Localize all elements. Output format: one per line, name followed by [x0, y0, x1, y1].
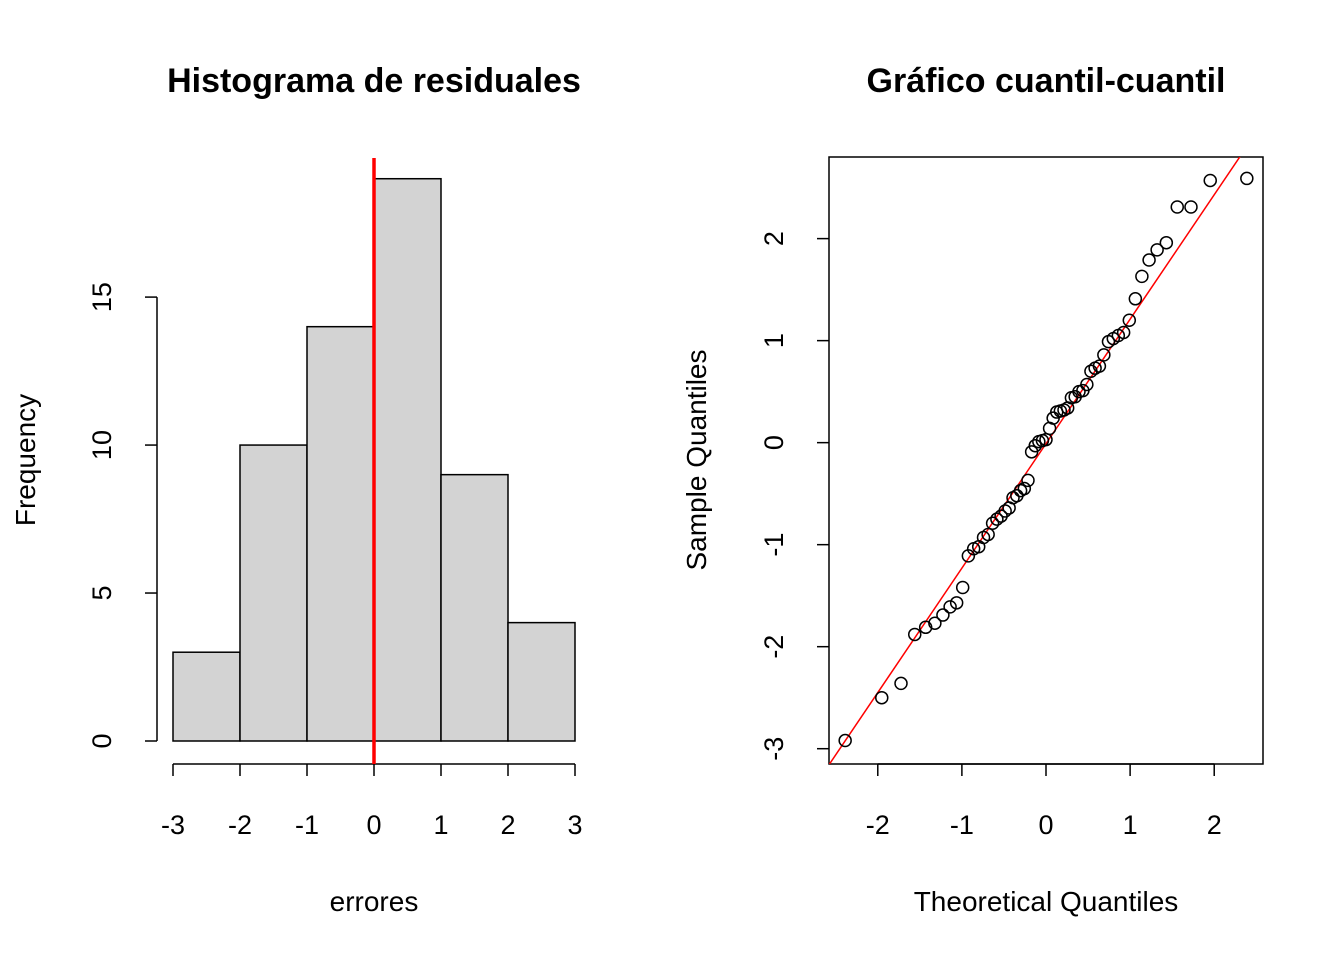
- qq-point: [1122, 313, 1137, 327]
- qq-point: [990, 512, 1004, 526]
- qq-point: [1142, 253, 1156, 267]
- qq-plot: -2 -1 0 1 2 -3 -2 -1 0 1 2: [759, 156, 1264, 840]
- x-tick-label: 3: [567, 810, 582, 840]
- qq-point: [928, 616, 942, 630]
- qq-point: [1150, 243, 1164, 257]
- qq-point: [838, 733, 852, 748]
- qq-ylabel: Sample Quantiles: [681, 349, 712, 570]
- qq-point: [1028, 438, 1043, 453]
- qq-point: [918, 620, 933, 635]
- histogram-plot: -3 -2 -1 0 1 2 3 0 5 10 15: [87, 158, 583, 840]
- x-tick-label: 1: [433, 810, 448, 840]
- qq-point: [1135, 269, 1149, 284]
- y-tick-label: 0: [759, 435, 789, 450]
- y-tick-label: 15: [87, 282, 117, 312]
- histogram-bar: [373, 177, 442, 742]
- histogram-bar: [172, 651, 241, 742]
- hist-ylabel: Frequency: [10, 394, 41, 526]
- x-tick-label: 2: [1207, 810, 1222, 840]
- histogram-bar: [239, 444, 308, 742]
- x-tick-label: -2: [228, 810, 252, 840]
- qq-point: [1170, 200, 1185, 214]
- y-tick-label: 0: [87, 733, 117, 748]
- y-tick-label: 1: [759, 333, 789, 348]
- hist-title: Histograma de residuales: [167, 62, 581, 100]
- qq-point: [1184, 200, 1198, 214]
- qq-point: [998, 504, 1012, 518]
- qq-point: [949, 596, 964, 610]
- qq-reference-line: [829, 157, 1241, 764]
- qq-point: [936, 608, 950, 622]
- x-tick-label: 1: [1123, 810, 1138, 840]
- x-tick-label: 2: [500, 810, 515, 840]
- qq-point: [875, 690, 889, 705]
- qq-point: [894, 676, 908, 691]
- qq-point: [1017, 481, 1032, 496]
- qq-point: [981, 527, 995, 542]
- qq-point: [943, 600, 957, 614]
- x-tick-label: -1: [295, 810, 319, 840]
- qq-point: [1021, 473, 1035, 488]
- qq-point: [1240, 171, 1254, 186]
- histogram-bar: [440, 473, 509, 742]
- x-tick-label: 0: [1038, 810, 1053, 840]
- qq-point: [907, 627, 922, 642]
- qq-point: [1116, 325, 1131, 340]
- histogram-bar: [306, 325, 375, 742]
- qq-point: [1092, 359, 1107, 373]
- y-tick-label: -3: [759, 737, 789, 761]
- y-tick-label: 5: [87, 586, 117, 601]
- qq-point: [985, 516, 1000, 530]
- qq-point: [955, 580, 970, 595]
- qq-point: [1159, 235, 1174, 250]
- y-tick-label: 10: [87, 430, 117, 460]
- qq-xlabel: Theoretical Quantiles: [914, 886, 1179, 917]
- x-tick-label: 0: [366, 810, 381, 840]
- y-tick-label: -2: [759, 635, 789, 659]
- y-tick-label: 2: [759, 231, 789, 246]
- x-tick-label: -1: [950, 810, 974, 840]
- qq-point: [1128, 292, 1143, 306]
- qq-point: [1097, 348, 1111, 362]
- x-tick-label: -2: [866, 810, 890, 840]
- hist-xlabel: errores: [330, 886, 419, 917]
- qq-point: [1203, 173, 1217, 188]
- plot-frame: [828, 156, 1264, 765]
- qq-point: [1080, 377, 1094, 392]
- y-tick-label: -1: [759, 533, 789, 557]
- histogram-bar: [507, 621, 576, 742]
- qq-title: Gráfico cuantil-cuantil: [867, 62, 1226, 100]
- x-tick-label: -3: [161, 810, 185, 840]
